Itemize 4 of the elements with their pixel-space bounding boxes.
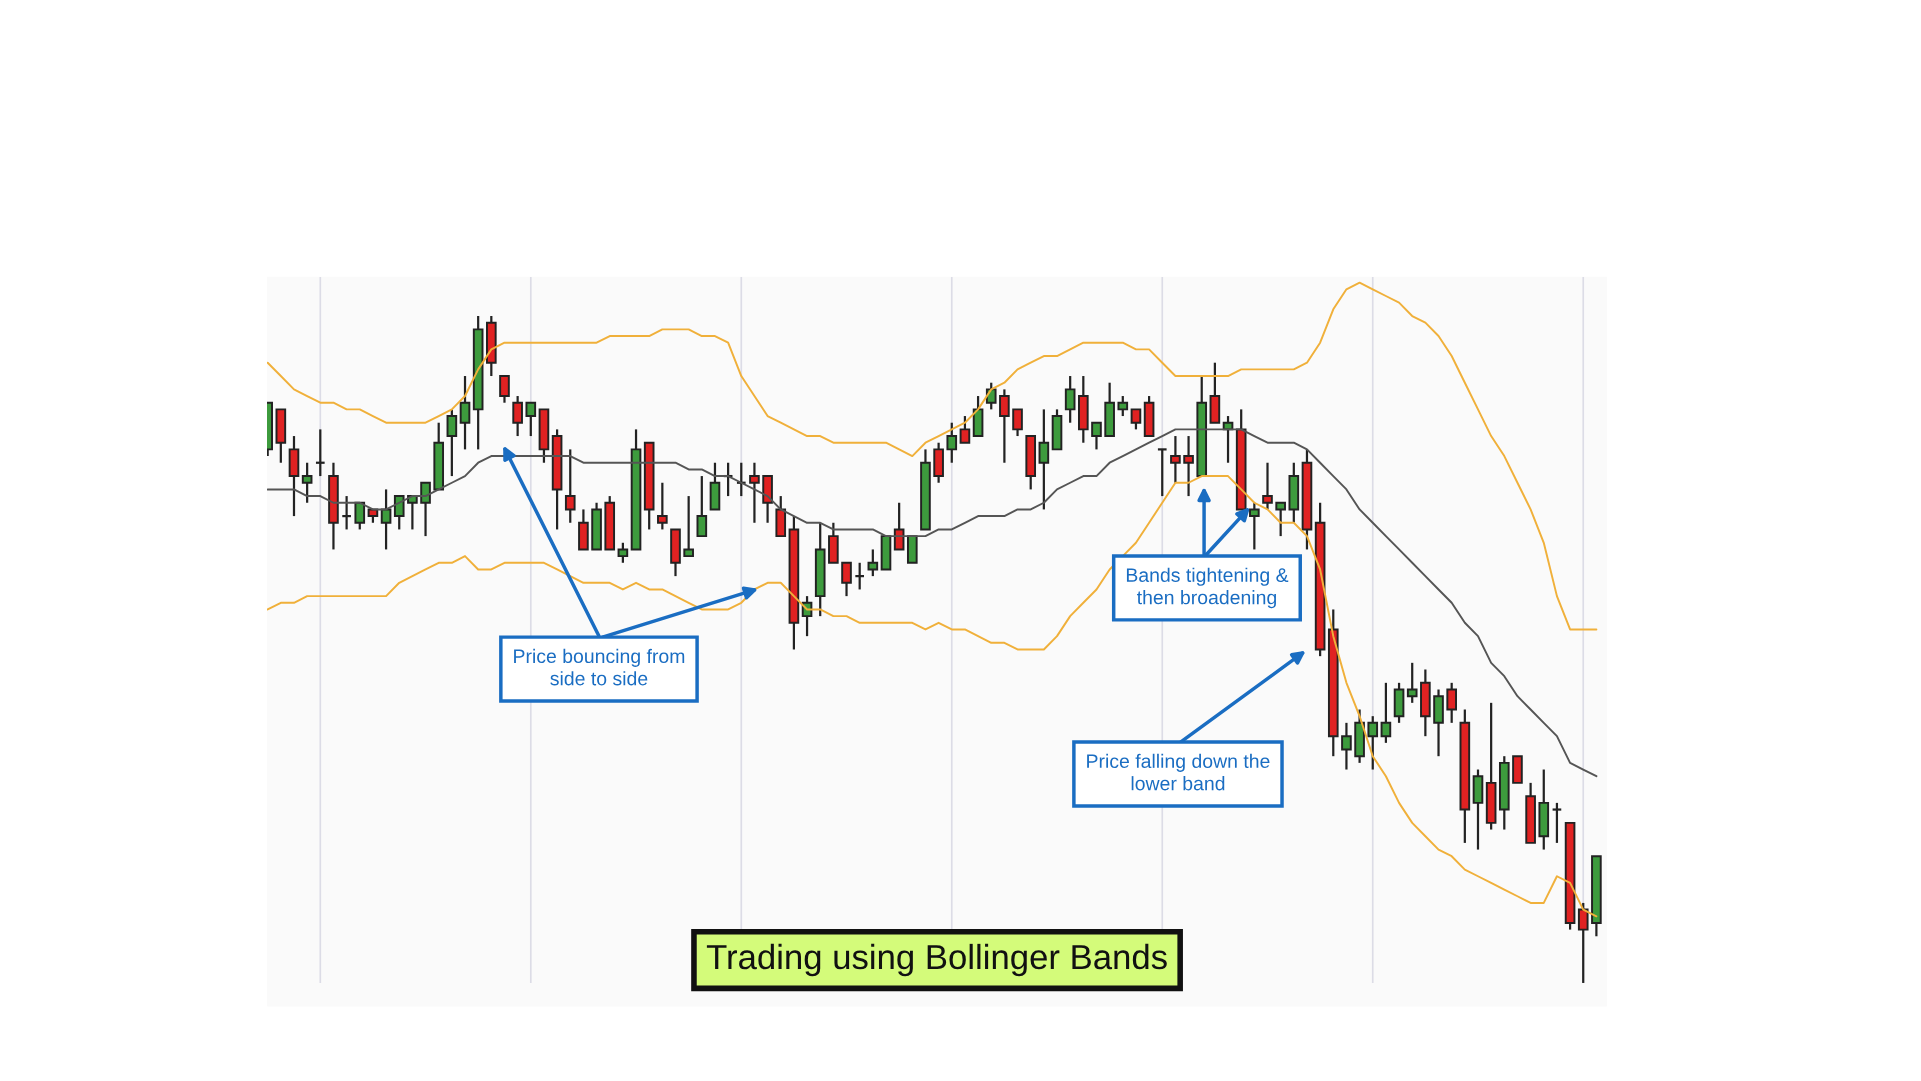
text: Trading using Bollinger Bands [706, 943, 1167, 977]
annotation: Bands tightening & then broadening [1126, 567, 1289, 609]
annotation: Price bouncing from side to side [514, 648, 685, 686]
annotation: Price falling down the lower band [1087, 753, 1270, 791]
